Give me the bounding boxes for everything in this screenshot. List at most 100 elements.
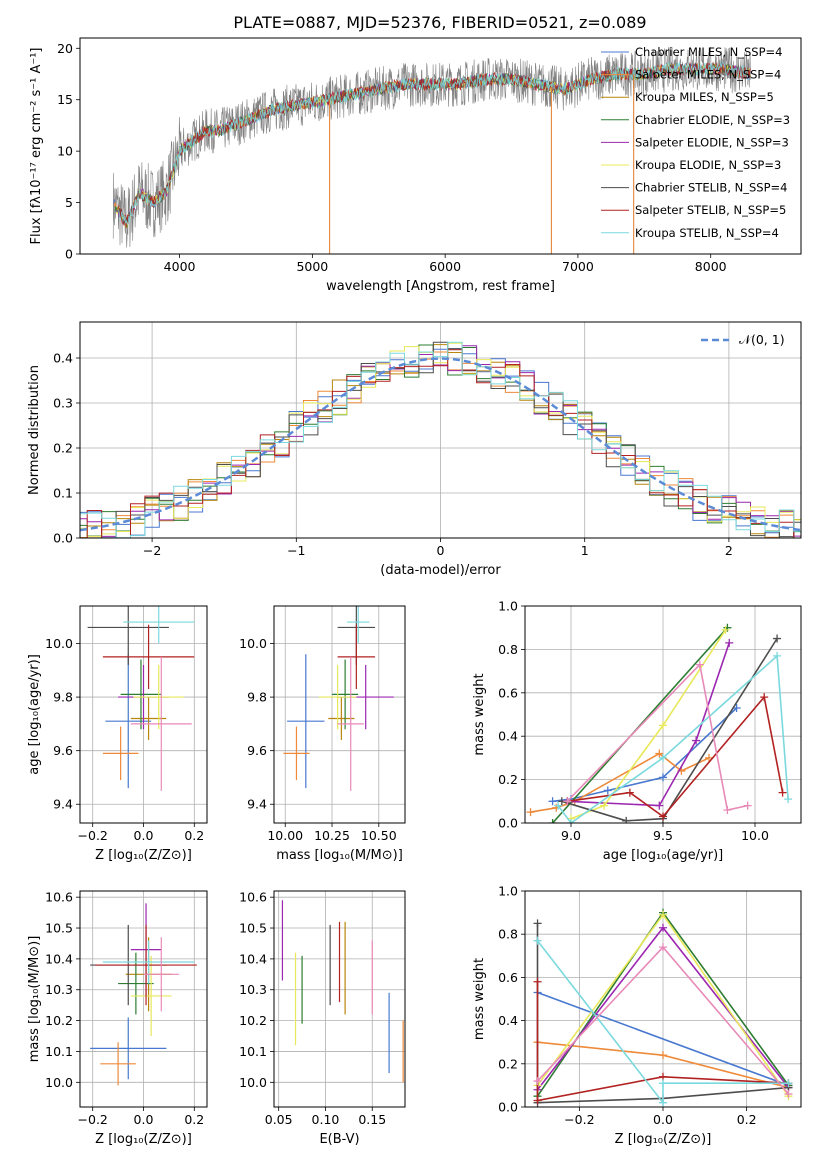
mass-weight-marker: [784, 795, 793, 804]
x-tick-label: 0.2: [184, 828, 204, 843]
x-tick-label: 10.0: [741, 828, 769, 843]
y-tick-label: 9.4: [53, 797, 73, 812]
axes-frame: [524, 890, 802, 1108]
legend-entry: Salpeter STELIB, N_SSP=5: [635, 203, 786, 217]
mass-weight-marker: [554, 801, 563, 810]
mass-weight-marker: [725, 638, 734, 647]
y-tick-label: 1.0: [498, 884, 518, 899]
y-tick-label: 10.3: [45, 982, 73, 997]
x-tick-label: 7000: [562, 259, 594, 274]
model-spectrum-line: [118, 61, 751, 225]
x-tick-label: −0.2: [564, 1112, 594, 1127]
y-axis-label: mass weight: [472, 958, 487, 1040]
y-tick-label: 0.2: [498, 1056, 518, 1071]
y-tick-label: 10.1: [45, 1044, 73, 1059]
x-tick-label: 0.2: [184, 1112, 204, 1127]
residual-histogram-step: [80, 351, 801, 538]
axes-frame: [79, 37, 802, 255]
x-tick-label: 2: [725, 543, 733, 558]
mass-weight-marker: [533, 936, 542, 945]
mass-weight-line: [566, 662, 748, 811]
y-tick-label: 0.8: [498, 927, 518, 942]
x-tick-label: 0.05: [265, 1112, 293, 1127]
y-tick-label: 0: [65, 247, 73, 262]
x-tick-label: 10.00: [267, 828, 303, 843]
mass-weight-marker: [659, 721, 667, 730]
mass-weight-marker: [659, 1079, 667, 1088]
x-tick-label: 6000: [429, 259, 461, 274]
plot-area-age_vs_mass: [283, 606, 394, 791]
y-tick-label: 0.1: [53, 486, 73, 501]
panel-mass_vs_ebv: 0.05 0.10 0.15 10.0 10.1 10.2 10.3 10.4 10.5 10.6…: [239, 890, 406, 1147]
y-tick-label: 5: [65, 195, 73, 210]
y-tick-label: 10.0: [239, 1075, 267, 1090]
axes-frame: [79, 890, 208, 1108]
mass-weight-marker: [659, 753, 667, 762]
y-tick-label: 0.0: [53, 531, 73, 546]
mass-weight-marker: [548, 797, 557, 806]
x-axis-label: Z [log₁₀(Z/Z⊙)]: [95, 1132, 192, 1147]
y-axis-label: mass weight: [472, 673, 487, 755]
mass-weight-marker: [563, 797, 572, 806]
x-tick-label: 0.0: [134, 828, 154, 843]
mass-weight-line: [530, 752, 710, 813]
panel-age_vs_mass: 10.00 10.25 10.50 9.4 9.6 9.8 10.0 mass [log₁₀(…: [239, 605, 406, 863]
panel-mass_vs_Z: −0.2 0.0 0.2 10.0 10.1 10.2 10.3 10.4 10.5 10.6 Z …: [27, 890, 208, 1147]
mass-weight-marker: [533, 1096, 542, 1105]
plot-area-spectrum: [112, 46, 751, 254]
normal-reference-curve: [80, 357, 801, 532]
mass-weight-marker: [655, 749, 664, 758]
panel-weight_vs_age: 9.0 9.5 10.0 0.0 0.2 0.4 0.6 0.8 1.0 age [log₁₀(a…: [472, 599, 802, 863]
mass-weight-marker: [533, 977, 542, 986]
x-axis-label: (data-model)/error: [380, 563, 501, 578]
x-tick-label: 0: [437, 543, 445, 558]
axes-frame: [79, 321, 802, 539]
y-tick-label: 10.0: [239, 636, 267, 651]
y-tick-label: 0.6: [498, 970, 518, 985]
y-tick-label: 9.6: [53, 743, 73, 758]
x-axis-label: wavelength [Angstrom, rest frame]: [326, 279, 555, 294]
x-axis-label: Z [log₁₀(Z/Z⊙)]: [615, 1132, 712, 1147]
x-tick-label: 0.2: [737, 1112, 757, 1127]
mass-weight-marker: [784, 1090, 793, 1099]
mass-weight-line: [536, 981, 789, 1102]
residual-histogram-step: [80, 348, 801, 538]
legend-entry: Chabrier MILES, N_SSP=4: [635, 45, 782, 59]
mass-weight-line: [561, 638, 778, 822]
y-tick-label: 0.4: [498, 729, 518, 744]
mass-weight-marker: [625, 788, 634, 797]
mass-weight-marker: [567, 819, 575, 823]
y-tick-label: 20: [57, 41, 73, 56]
y-tick-label: 0.2: [498, 772, 518, 787]
mass-weight-marker: [743, 801, 752, 810]
mass-weight-marker: [773, 651, 782, 660]
mass-weight-marker: [695, 660, 704, 669]
x-tick-label: 0.0: [653, 1112, 673, 1127]
mass-weight-line: [567, 642, 730, 807]
y-tick-label: 10: [57, 144, 73, 159]
y-tick-label: 10.6: [239, 890, 267, 905]
plot-area-weight_vs_age: [526, 623, 793, 823]
x-tick-label: 10.25: [314, 828, 350, 843]
plot-area-residuals: [80, 341, 801, 538]
y-tick-label: 15: [57, 92, 73, 107]
mass-weight-marker: [659, 1098, 667, 1107]
y-tick-label: 9.8: [247, 690, 267, 705]
mass-weight-marker: [659, 923, 667, 932]
plot-area-mass_vs_ebv: [281, 900, 404, 1083]
y-tick-label: 10.1: [239, 1044, 267, 1059]
x-tick-label: 9.0: [561, 828, 581, 843]
y-tick-label: 0.2: [53, 441, 73, 456]
figure-title: PLATE=0887, MJD=52376, FIBERID=0521, z=0…: [233, 13, 646, 32]
y-tick-label: 0.0: [498, 1100, 518, 1115]
mass-weight-marker: [760, 693, 769, 702]
plot-area-age_vs_Z: [87, 606, 195, 791]
x-tick-label: −2: [143, 543, 161, 558]
x-axis-label: age [log₁₀(age/yr)]: [603, 848, 724, 863]
y-tick-label: 0.6: [498, 685, 518, 700]
y-axis-label: mass [log₁₀(M/M⊙)]: [27, 936, 42, 1063]
mass-weight-marker: [603, 786, 612, 795]
mass-weight-marker: [692, 736, 701, 745]
y-tick-label: 10.0: [45, 636, 73, 651]
mass-weight-marker: [659, 910, 667, 919]
